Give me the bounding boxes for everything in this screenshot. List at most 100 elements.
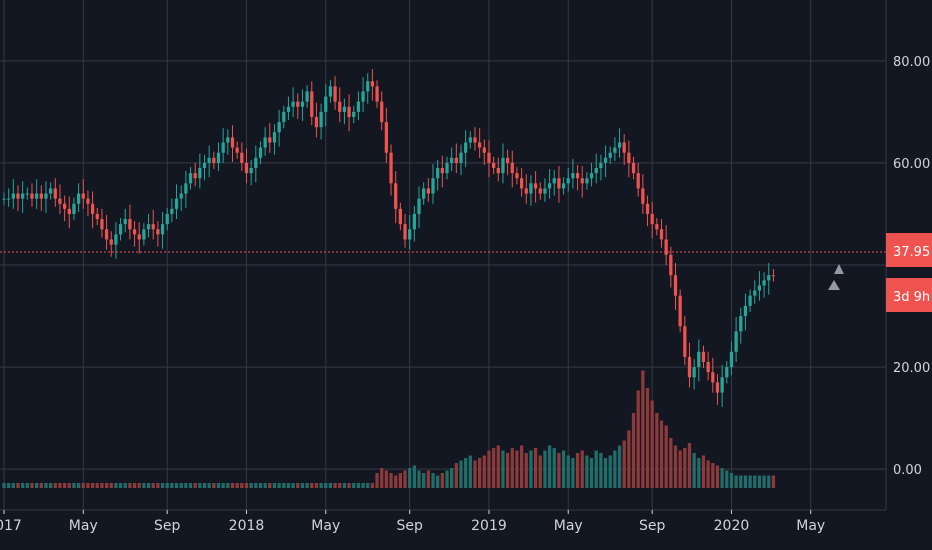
candle-body[interactable] (2, 198, 6, 200)
candle-body[interactable] (240, 152, 244, 163)
candle-body[interactable] (711, 372, 715, 383)
candle-body[interactable] (622, 142, 626, 153)
candle-body[interactable] (277, 122, 281, 133)
candle-body[interactable] (291, 101, 295, 107)
candle-body[interactable] (739, 316, 743, 332)
candle-body[interactable] (394, 183, 398, 209)
candle-body[interactable] (356, 101, 361, 112)
candle-body[interactable] (44, 193, 48, 199)
candle-body[interactable] (655, 224, 659, 230)
candle-body[interactable] (478, 142, 482, 148)
candle-body[interactable] (529, 183, 533, 194)
candle-body[interactable] (491, 162, 496, 169)
candle-body[interactable] (636, 173, 640, 189)
candle-body[interactable] (319, 111, 323, 128)
candle-body[interactable] (300, 101, 305, 107)
candle-body[interactable] (403, 224, 407, 240)
candle-body[interactable] (580, 178, 584, 184)
candle-body[interactable] (25, 193, 29, 195)
candle-body[interactable] (538, 188, 542, 194)
candle-body[interactable] (510, 162, 514, 174)
candle-body[interactable] (757, 285, 762, 291)
candle-body[interactable] (118, 224, 123, 235)
candle-body[interactable] (188, 173, 193, 184)
candle-body[interactable] (39, 193, 43, 199)
candle-body[interactable] (48, 188, 53, 194)
candle-body[interactable] (692, 367, 696, 378)
candle-body[interactable] (21, 193, 25, 199)
candle-body[interactable] (748, 295, 752, 306)
candle-body[interactable] (254, 157, 258, 169)
candle-body[interactable] (417, 198, 421, 214)
candle-body[interactable] (216, 152, 221, 163)
candle-body[interactable] (151, 224, 155, 230)
candle-body[interactable] (543, 188, 547, 194)
candle-body[interactable] (137, 234, 141, 240)
candle-body[interactable] (608, 152, 612, 158)
candle-body[interactable] (90, 203, 95, 214)
candle-body[interactable] (753, 290, 757, 296)
candle-body[interactable] (95, 213, 99, 220)
candle-body[interactable] (664, 239, 668, 255)
candle-body[interactable] (170, 208, 174, 214)
candle-body[interactable] (487, 152, 491, 163)
candle-body[interactable] (193, 173, 197, 179)
candle-body[interactable] (263, 137, 267, 148)
candle-body[interactable] (697, 351, 701, 368)
candle-body[interactable] (464, 142, 468, 153)
candle-body[interactable] (398, 208, 403, 225)
candle-body[interactable] (123, 219, 127, 225)
candle-body[interactable] (179, 193, 183, 199)
candle-body[interactable] (165, 213, 169, 225)
candle-body[interactable] (342, 106, 347, 112)
candle-body[interactable] (310, 91, 314, 117)
candle-body[interactable] (86, 198, 90, 204)
candle-body[interactable] (104, 229, 109, 240)
candle-body[interactable] (347, 106, 351, 117)
candle-body[interactable] (617, 142, 622, 148)
candle-body[interactable] (380, 101, 384, 123)
candle-body[interactable] (594, 168, 598, 174)
candle-body[interactable] (725, 367, 729, 378)
candle-body[interactable] (333, 86, 337, 102)
candle-body[interactable] (585, 178, 589, 184)
candle-body[interactable] (431, 178, 435, 194)
candle-body[interactable] (519, 178, 524, 189)
candle-body[interactable] (678, 295, 682, 327)
candle-body[interactable] (16, 193, 20, 199)
candle-body[interactable] (683, 326, 687, 357)
candle-body[interactable] (767, 275, 771, 281)
candle-body[interactable] (76, 193, 81, 204)
candle-body[interactable] (631, 162, 636, 174)
candle-body[interactable] (589, 173, 594, 179)
candle-body[interactable] (58, 198, 62, 204)
candle-body[interactable] (687, 356, 692, 378)
candle-body[interactable] (286, 106, 291, 112)
candle-body[interactable] (436, 168, 440, 179)
candle-body[interactable] (440, 168, 444, 174)
candle-body[interactable] (361, 91, 365, 102)
candle-body[interactable] (505, 157, 510, 163)
candle-body[interactable] (613, 147, 617, 153)
candle-body[interactable] (328, 86, 333, 97)
candle-body[interactable] (445, 162, 449, 174)
candle-body[interactable] (324, 96, 328, 112)
candle-body[interactable] (62, 203, 67, 209)
candle-body[interactable] (160, 224, 165, 235)
candle-body[interactable] (370, 81, 375, 87)
candle-body[interactable] (412, 213, 416, 230)
candle-body[interactable] (202, 162, 207, 169)
candle-body[interactable] (501, 157, 505, 174)
candle-body[interactable] (258, 147, 263, 158)
candle-body[interactable] (174, 198, 179, 209)
candle-body[interactable] (30, 193, 34, 199)
candle-body[interactable] (673, 275, 678, 296)
candle-body[interactable] (389, 152, 393, 184)
candle-body[interactable] (375, 86, 379, 102)
candle-body[interactable] (11, 193, 15, 199)
candle-body[interactable] (701, 351, 706, 362)
candle-body[interactable] (645, 203, 650, 214)
candle-body[interactable] (207, 157, 211, 163)
candle-body[interactable] (422, 188, 426, 199)
